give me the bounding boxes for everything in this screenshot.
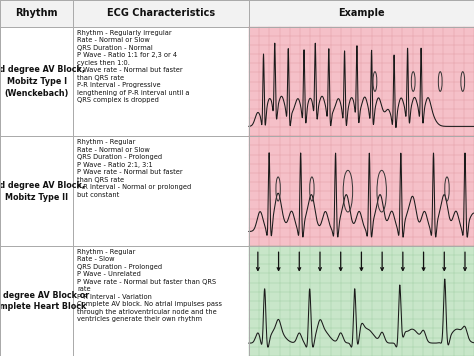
Bar bbox=[73, 246, 249, 356]
Text: ECG Characteristics: ECG Characteristics bbox=[107, 8, 215, 19]
Bar bbox=[0, 136, 73, 246]
Bar bbox=[73, 136, 249, 246]
Bar bbox=[249, 246, 474, 356]
Bar bbox=[0, 246, 73, 356]
Text: 2nd degree AV Block,
Mobitz Type I
(Wenckebach): 2nd degree AV Block, Mobitz Type I (Wenc… bbox=[0, 65, 85, 98]
Bar bbox=[249, 27, 474, 136]
Text: 3rd degree AV Block or
Complete Heart Block: 3rd degree AV Block or Complete Heart Bl… bbox=[0, 290, 89, 312]
Text: Rhythm: Rhythm bbox=[16, 8, 58, 19]
Bar bbox=[73, 27, 249, 136]
Bar bbox=[0, 0, 73, 27]
Bar bbox=[249, 136, 474, 246]
Text: 2nd degree AV Block,
Mobitz Type II: 2nd degree AV Block, Mobitz Type II bbox=[0, 181, 85, 201]
Text: Rhythm - Regular
Rate - Slow
QRS Duration - Prolonged
P Wave - Unrelated
P Wave : Rhythm - Regular Rate - Slow QRS Duratio… bbox=[77, 249, 222, 322]
Bar bbox=[249, 0, 474, 27]
Bar bbox=[73, 0, 249, 27]
Bar bbox=[249, 136, 474, 246]
Bar bbox=[0, 27, 73, 136]
Bar bbox=[249, 27, 474, 136]
Text: Example: Example bbox=[338, 8, 385, 19]
Text: Rhythm - Regularly irregular
Rate - Normal or Slow
QRS Duration - Normal
P Wave : Rhythm - Regularly irregular Rate - Norm… bbox=[77, 30, 190, 103]
Text: Rhythm - Regular
Rate - Normal or Slow
QRS Duration - Prolonged
P Wave - Ratio 2: Rhythm - Regular Rate - Normal or Slow Q… bbox=[77, 139, 191, 198]
Bar bbox=[249, 246, 474, 356]
